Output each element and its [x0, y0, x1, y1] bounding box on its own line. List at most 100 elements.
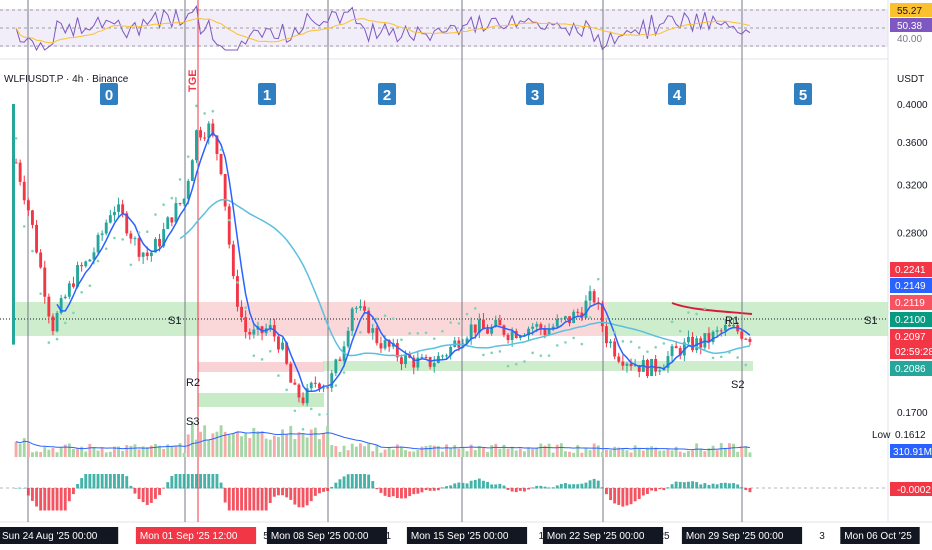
candle-body — [170, 217, 174, 223]
macd-bar — [117, 474, 120, 489]
macd-bar — [113, 474, 116, 489]
volume-bar — [252, 427, 256, 457]
volume-bar — [723, 448, 727, 457]
sar-dot — [137, 231, 141, 234]
macd-bar — [514, 488, 518, 493]
rsi-badge-upper — [890, 3, 932, 17]
volume-bar — [72, 448, 75, 457]
volume-bar — [502, 444, 506, 457]
candle-body — [137, 238, 141, 257]
macd-bar — [592, 478, 596, 489]
macd-bar — [96, 474, 100, 489]
volume-bar — [453, 445, 457, 457]
sar-dot — [268, 349, 272, 353]
volume-bar — [629, 452, 633, 457]
macd-bar — [732, 483, 735, 489]
volume-bar — [346, 450, 350, 457]
time-label: Mon 22 Sep '25 00:00 — [547, 531, 645, 542]
volume-bar — [330, 445, 334, 457]
volume-bar — [580, 452, 584, 457]
candle-body — [539, 324, 543, 330]
volume-bar — [125, 445, 129, 457]
candle-body — [498, 319, 502, 326]
sar-dot — [31, 249, 34, 253]
macd-bar — [256, 488, 260, 511]
candle-body — [289, 363, 293, 383]
candle-body — [469, 324, 473, 339]
candle-body — [445, 355, 448, 357]
macd-bar — [108, 474, 112, 489]
macd-bar — [715, 484, 719, 489]
volume-bar — [322, 432, 325, 457]
volume-bar — [285, 434, 289, 457]
macd-bar — [363, 474, 366, 489]
sar-dot — [539, 354, 543, 357]
macd-bar — [424, 488, 428, 491]
candle-body — [592, 291, 596, 303]
macd-bar — [740, 487, 744, 489]
volume-bar — [600, 452, 604, 457]
macd-bar — [88, 474, 92, 489]
candle-body — [301, 397, 305, 404]
macd-bar — [662, 488, 666, 491]
wave-label-text: 0 — [105, 87, 113, 104]
macd-bar — [531, 487, 535, 489]
macd-bar — [555, 485, 559, 489]
volume-bar — [182, 452, 186, 457]
candle-body — [158, 238, 161, 247]
volume-bar — [231, 433, 235, 457]
candle-body — [322, 387, 325, 389]
macd-bar — [416, 488, 420, 494]
candle-body — [240, 306, 243, 318]
volume-bar — [215, 431, 219, 457]
macd-bar — [687, 481, 690, 489]
macd-bar — [465, 483, 469, 489]
volume-bar — [715, 450, 719, 457]
macd-bar — [313, 488, 317, 496]
volume-bar — [609, 450, 612, 457]
macd-bar — [629, 488, 633, 505]
macd-bar — [391, 488, 395, 497]
macd-bar — [174, 474, 178, 489]
macd-bar — [125, 476, 129, 489]
macd-bar — [334, 482, 338, 489]
macd-bar — [412, 488, 416, 495]
macd-bar — [76, 483, 79, 489]
sar-dot — [678, 329, 682, 333]
macd-bar — [658, 488, 662, 490]
volume-bar — [342, 445, 346, 457]
volume-bar — [248, 438, 252, 457]
candle-body — [416, 357, 420, 368]
macd-bar — [744, 488, 748, 491]
volume-bar — [420, 446, 424, 457]
candle-body — [145, 252, 149, 257]
macd-bar — [535, 485, 539, 489]
volume-bar — [80, 446, 84, 457]
volume-bar — [318, 439, 321, 457]
macd-bar — [236, 488, 239, 511]
candle-body — [76, 265, 79, 287]
sar-dot — [47, 341, 51, 344]
sar-dot — [695, 312, 698, 316]
candle-body — [350, 308, 354, 331]
macd-bar — [736, 484, 740, 489]
price-badge — [890, 278, 932, 293]
volume-bar — [543, 445, 547, 457]
candle-body — [293, 382, 297, 385]
wave-label-1: 1 — [258, 83, 276, 105]
low-value: 0.1612 — [895, 430, 926, 441]
candle-body — [186, 180, 190, 199]
volume-bar — [428, 445, 432, 457]
macd-bar — [395, 488, 399, 499]
macd-bar — [129, 485, 133, 489]
candle-body — [605, 326, 608, 344]
macd-bar — [428, 488, 432, 491]
candle-body — [687, 336, 690, 343]
candle-body — [510, 331, 514, 341]
macd-histogram — [14, 474, 752, 511]
volume-bar — [190, 421, 194, 457]
macd-bar — [326, 488, 330, 492]
macd-bar — [264, 488, 268, 511]
volume-bar — [59, 446, 63, 457]
